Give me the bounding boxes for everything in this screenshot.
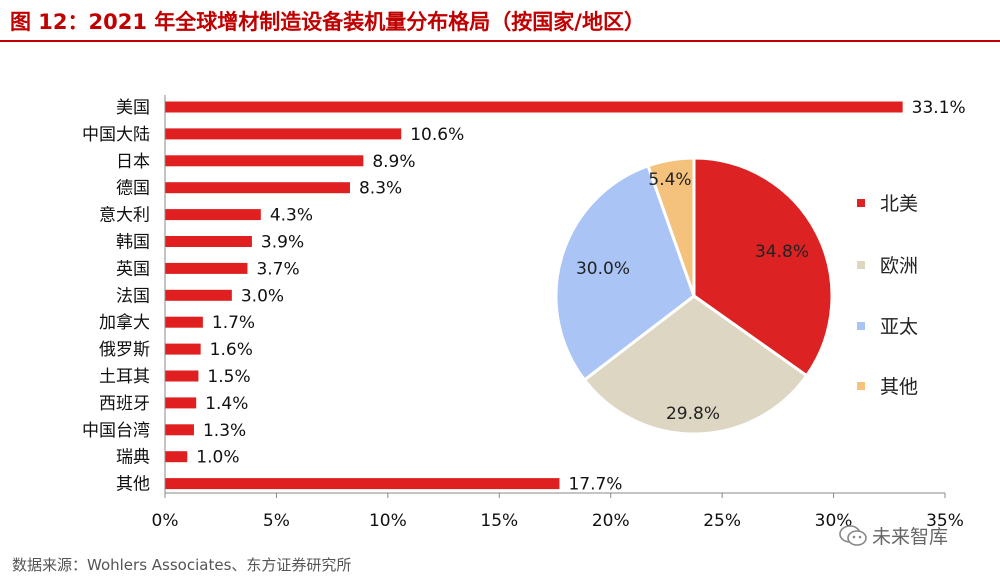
pie-data-label: 5.4%	[648, 170, 691, 190]
bar-data-label: 10.6%	[410, 125, 464, 145]
title-rule	[0, 40, 1000, 42]
bar-category-label: 英国	[116, 259, 150, 279]
bar-category-label: 西班牙	[99, 394, 150, 414]
legend-label: 北美	[880, 193, 918, 215]
legend-label: 欧洲	[880, 255, 918, 277]
watermark-text: 未来智库	[872, 526, 949, 548]
x-tick-label: 35%	[926, 511, 964, 531]
bar-data-label: 8.9%	[372, 152, 415, 172]
legend-swatch	[857, 382, 865, 390]
bar	[165, 478, 560, 490]
bar-category-label: 加拿大	[99, 312, 150, 333]
pie-data-label: 34.8%	[755, 242, 809, 262]
bar-category-label: 瑞典	[116, 448, 150, 468]
bar-data-label: 33.1%	[912, 98, 966, 118]
bar-category-label: 中国台湾	[82, 421, 150, 441]
x-tick-label: 25%	[703, 511, 741, 531]
x-tick-label: 0%	[152, 511, 179, 531]
bar	[165, 370, 199, 382]
legend-swatch	[857, 322, 865, 330]
bar-category-label: 美国	[116, 98, 150, 118]
bar-data-label: 1.5%	[207, 367, 250, 387]
pie-data-label: 29.8%	[666, 404, 720, 424]
pie-slice	[646, 156, 696, 297]
bar	[165, 182, 350, 194]
bar-category-label: 土耳其	[99, 367, 150, 387]
bar-category-label: 德国	[116, 179, 150, 199]
source-note: 数据来源：Wohlers Associates、东方证券研究所	[12, 556, 352, 574]
x-tick-label: 10%	[369, 511, 407, 531]
bar	[165, 424, 194, 436]
bar-data-label: 1.7%	[212, 313, 255, 333]
bar	[165, 128, 402, 140]
bar-data-label: 3.7%	[256, 259, 299, 279]
bar-data-label: 1.6%	[210, 340, 253, 360]
bar	[165, 316, 203, 328]
bar	[165, 101, 903, 113]
bar-category-label: 日本	[116, 152, 150, 172]
bar-category-label: 其他	[116, 475, 150, 495]
pie-slice	[582, 294, 809, 436]
watermark: 未来智库	[838, 520, 988, 550]
legend-label: 亚太	[880, 316, 918, 338]
pie-slice	[554, 163, 696, 382]
bar	[165, 343, 201, 355]
bar-data-label: 8.3%	[359, 179, 402, 199]
bar-data-label: 3.9%	[261, 233, 304, 253]
figure-title: 图 12：2021 年全球增材制造设备装机量分布格局（按国家/地区）	[10, 10, 645, 34]
x-tick-label: 30%	[815, 511, 853, 531]
bar-category-label: 意大利	[99, 206, 150, 226]
bar-category-label: 俄罗斯	[99, 340, 150, 360]
bar	[165, 262, 248, 274]
x-tick-label: 20%	[592, 511, 630, 531]
bar-data-label: 1.0%	[196, 448, 239, 468]
pie-data-label: 30.0%	[576, 259, 630, 279]
bar-data-label: 1.3%	[203, 421, 246, 441]
bar-category-label: 中国大陆	[82, 125, 150, 145]
x-tick-label: 15%	[480, 511, 518, 531]
bar-category-label: 法国	[116, 286, 150, 306]
bar	[165, 289, 232, 301]
bar	[165, 451, 188, 463]
pie-slice	[692, 156, 834, 378]
bar-data-label: 3.0%	[241, 286, 284, 306]
wechat-icon	[839, 525, 867, 546]
legend-label: 其他	[880, 376, 918, 398]
bar	[165, 209, 261, 221]
bar-category-label: 韩国	[116, 233, 150, 253]
bar-data-label: 17.7%	[568, 475, 622, 495]
bar-data-label: 4.3%	[270, 206, 313, 226]
bar	[165, 236, 252, 247]
bar	[165, 155, 364, 167]
bar	[165, 397, 197, 409]
legend-swatch	[857, 261, 865, 269]
bar-data-label: 1.4%	[205, 394, 248, 414]
x-tick-label: 5%	[263, 511, 290, 531]
legend-swatch	[857, 199, 865, 207]
